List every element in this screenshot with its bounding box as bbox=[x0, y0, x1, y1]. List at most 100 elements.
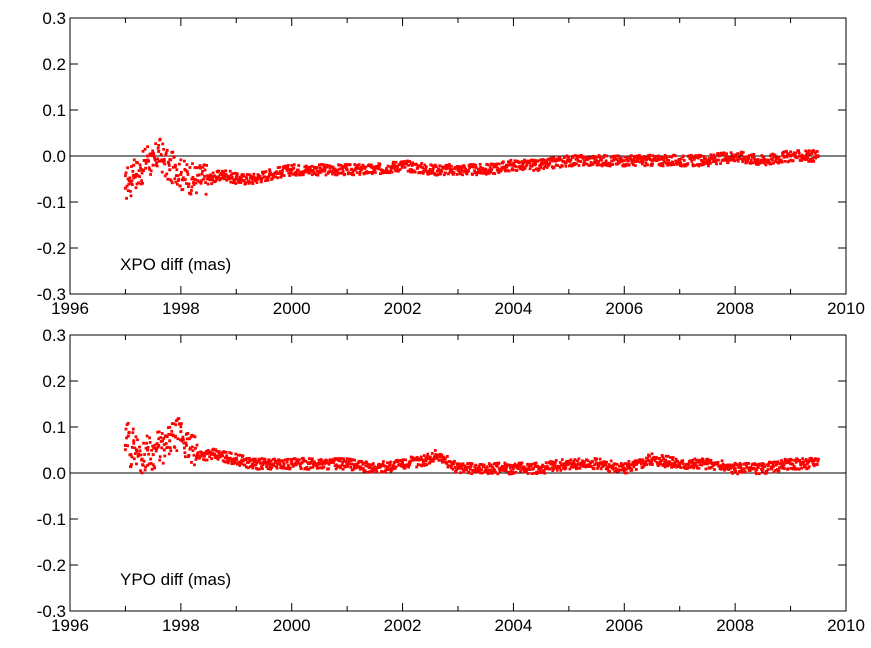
data-point bbox=[656, 157, 660, 160]
data-point bbox=[135, 182, 139, 186]
data-point bbox=[770, 465, 773, 469]
data-point bbox=[493, 163, 497, 166]
data-point bbox=[138, 175, 141, 179]
data-point bbox=[505, 465, 509, 469]
data-point bbox=[473, 469, 477, 473]
data-point bbox=[738, 469, 742, 473]
data-point bbox=[158, 137, 162, 141]
data-point bbox=[192, 434, 195, 438]
data-point bbox=[162, 147, 166, 151]
data-point bbox=[507, 472, 511, 476]
data-point bbox=[502, 166, 506, 170]
data-point bbox=[232, 180, 236, 184]
data-point bbox=[449, 460, 452, 464]
data-point bbox=[739, 466, 743, 470]
data-point bbox=[722, 464, 725, 467]
data-point bbox=[315, 173, 318, 177]
data-point bbox=[397, 169, 400, 172]
data-point bbox=[632, 157, 636, 161]
data-point bbox=[171, 165, 175, 169]
data-point bbox=[424, 456, 428, 460]
data-point bbox=[179, 158, 183, 162]
data-point bbox=[575, 467, 578, 471]
data-point bbox=[182, 178, 186, 182]
data-point bbox=[237, 181, 241, 184]
data-point bbox=[710, 155, 713, 159]
data-point bbox=[737, 466, 741, 469]
data-point bbox=[617, 464, 621, 468]
data-point bbox=[558, 165, 562, 169]
data-point bbox=[645, 463, 649, 466]
data-point bbox=[633, 463, 637, 466]
data-point bbox=[452, 171, 456, 174]
data-point bbox=[441, 458, 445, 462]
data-point bbox=[489, 468, 493, 472]
data-point bbox=[428, 461, 432, 465]
data-point bbox=[588, 156, 592, 160]
data-point bbox=[603, 161, 607, 165]
data-point bbox=[259, 461, 263, 465]
data-point bbox=[537, 467, 541, 471]
data-point bbox=[815, 457, 819, 461]
data-point bbox=[610, 159, 614, 163]
data-point bbox=[353, 458, 357, 462]
data-point bbox=[123, 443, 127, 447]
data-point bbox=[652, 455, 656, 459]
data-point bbox=[650, 452, 654, 456]
data-point bbox=[159, 153, 163, 156]
data-point bbox=[687, 462, 691, 466]
data-point bbox=[479, 471, 483, 475]
data-point bbox=[239, 176, 243, 180]
data-point bbox=[789, 158, 793, 162]
data-point bbox=[679, 466, 683, 470]
data-point bbox=[130, 463, 133, 466]
data-point bbox=[188, 166, 192, 169]
data-point bbox=[211, 451, 215, 455]
data-point bbox=[573, 462, 576, 466]
data-point bbox=[302, 459, 306, 463]
data-point bbox=[629, 154, 633, 157]
data-point bbox=[317, 171, 321, 175]
data-point bbox=[309, 169, 313, 173]
data-point bbox=[617, 154, 621, 158]
data-point bbox=[288, 167, 292, 171]
data-point bbox=[759, 161, 763, 165]
data-point bbox=[389, 460, 392, 464]
data-point bbox=[424, 168, 428, 171]
data-point bbox=[351, 458, 355, 462]
data-point bbox=[681, 462, 685, 466]
data-point bbox=[301, 460, 305, 464]
data-point bbox=[179, 172, 183, 176]
data-point bbox=[547, 163, 551, 167]
data-point bbox=[141, 149, 145, 153]
data-point bbox=[531, 162, 535, 166]
data-point bbox=[682, 158, 686, 162]
data-point bbox=[221, 454, 225, 458]
data-point bbox=[320, 458, 323, 462]
data-point bbox=[468, 462, 471, 465]
data-point bbox=[460, 464, 463, 468]
y-tick-label: -0.3 bbox=[37, 602, 66, 621]
data-point bbox=[130, 455, 134, 459]
data-point bbox=[134, 186, 138, 190]
data-point bbox=[173, 165, 177, 169]
data-point bbox=[567, 156, 571, 160]
data-point bbox=[340, 171, 343, 175]
data-point bbox=[662, 155, 666, 159]
x-tick-label: 2006 bbox=[605, 616, 643, 635]
data-point bbox=[247, 456, 251, 460]
data-point bbox=[486, 163, 490, 167]
data-point bbox=[402, 160, 406, 163]
data-point bbox=[150, 448, 154, 452]
data-point bbox=[495, 461, 499, 465]
data-point bbox=[815, 463, 819, 467]
data-point bbox=[425, 170, 429, 174]
data-point bbox=[234, 452, 238, 456]
data-point bbox=[434, 165, 438, 169]
data-point bbox=[408, 168, 412, 172]
data-point bbox=[281, 168, 285, 172]
data-point bbox=[715, 158, 719, 162]
data-point bbox=[401, 458, 405, 462]
data-point bbox=[725, 152, 728, 156]
data-point bbox=[205, 177, 209, 181]
